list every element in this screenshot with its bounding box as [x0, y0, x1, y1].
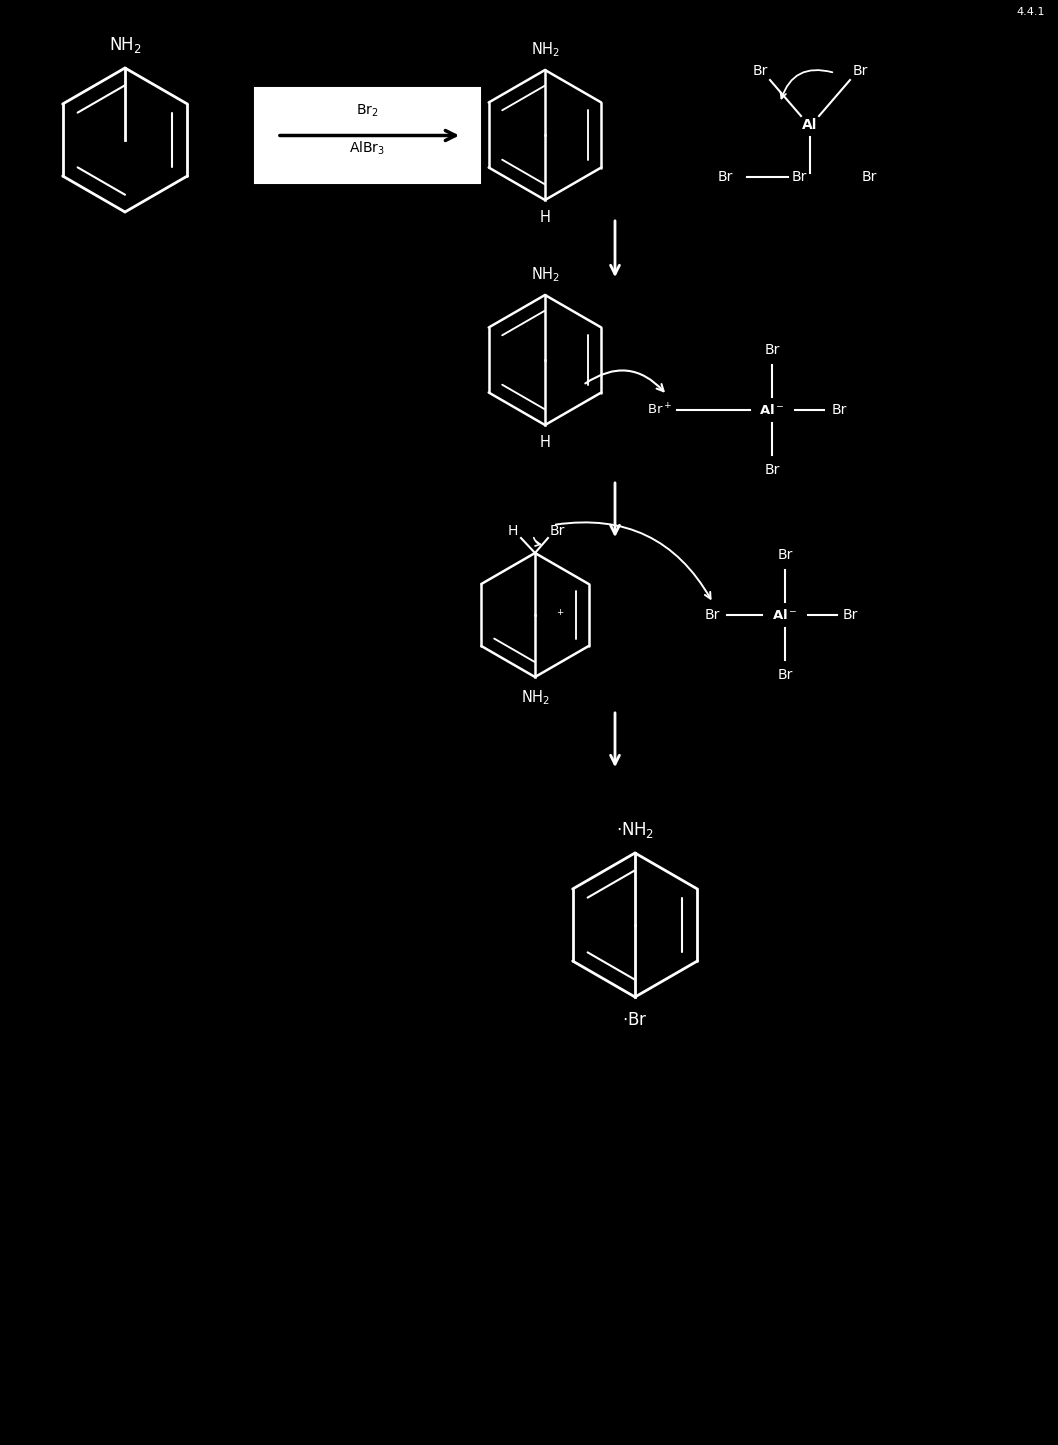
- Text: NH$_2$: NH$_2$: [530, 266, 560, 285]
- Text: H: H: [508, 525, 518, 538]
- Text: Br: Br: [778, 548, 792, 562]
- Text: NH$_2$: NH$_2$: [109, 35, 142, 55]
- Text: Al$^-$: Al$^-$: [760, 403, 785, 418]
- Text: $\cdot$NH$_2$: $\cdot$NH$_2$: [616, 819, 654, 840]
- Text: $^+$: $^+$: [555, 608, 565, 621]
- Text: Br: Br: [764, 462, 780, 477]
- Text: H: H: [540, 435, 550, 449]
- FancyBboxPatch shape: [255, 88, 480, 184]
- Text: Br: Br: [752, 64, 768, 78]
- Text: $\cdot$Br: $\cdot$Br: [622, 1011, 647, 1029]
- Text: 4.4.1: 4.4.1: [1017, 7, 1045, 17]
- Text: Br: Br: [717, 171, 733, 184]
- Text: Br: Br: [705, 608, 720, 621]
- Text: Br: Br: [862, 171, 877, 184]
- Text: Br$_2$: Br$_2$: [357, 103, 379, 120]
- Text: NH$_2$: NH$_2$: [521, 688, 549, 707]
- Text: Br: Br: [764, 342, 780, 357]
- Text: H: H: [540, 210, 550, 225]
- Text: Al: Al: [802, 118, 818, 131]
- Text: Br: Br: [549, 525, 565, 538]
- Text: Br: Br: [778, 668, 792, 682]
- Text: Al$^-$: Al$^-$: [772, 608, 798, 621]
- Text: Br: Br: [832, 403, 847, 418]
- Text: AlBr$_3$: AlBr$_3$: [349, 140, 385, 158]
- Text: Br$^+$: Br$^+$: [646, 402, 672, 418]
- Text: Br: Br: [843, 608, 858, 621]
- Text: Br: Br: [853, 64, 868, 78]
- Text: Br: Br: [792, 171, 807, 184]
- Text: NH$_2$: NH$_2$: [530, 40, 560, 59]
